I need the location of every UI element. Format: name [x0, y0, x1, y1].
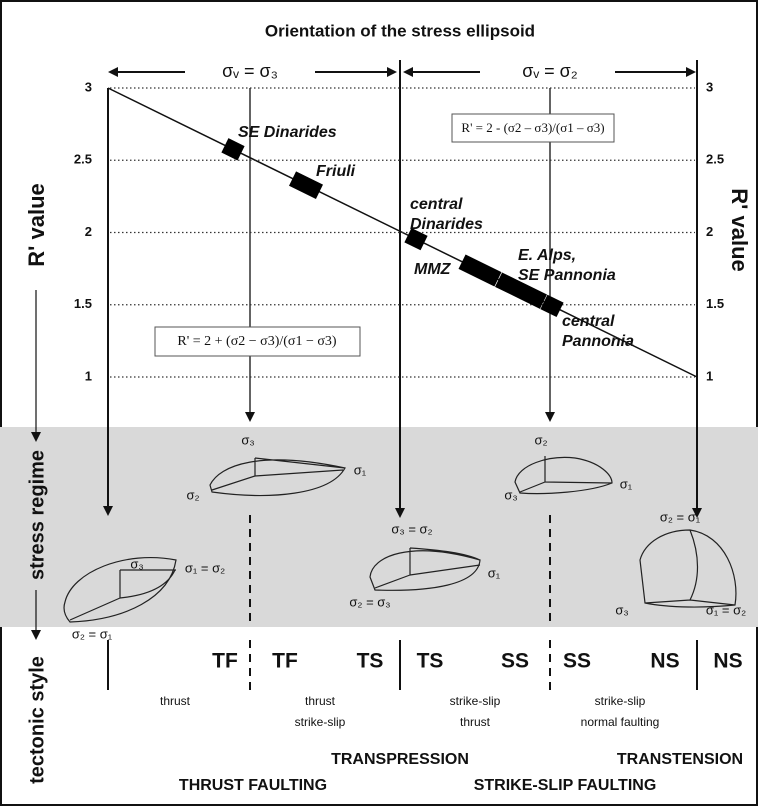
stress-label: σ₃ = σ₂	[391, 521, 432, 536]
stress-label: σ₁ = σ₂	[185, 560, 225, 575]
description: strike-slip	[295, 715, 346, 729]
tick-label: 2.5	[706, 152, 724, 167]
stress-label: σ₁ = σ₂	[706, 602, 746, 617]
tick-label: 2	[85, 224, 92, 239]
description: strike-slip	[595, 694, 646, 708]
region-label: Dinarides	[410, 216, 483, 233]
tectonic-style: TS	[357, 650, 384, 673]
tick-label: 1.5	[74, 296, 92, 311]
tick-label: 1	[85, 368, 92, 383]
stress-label: σ₂	[186, 487, 199, 502]
diagram: Orientation of the stress ellipsoid σᵥ =…	[0, 0, 758, 806]
region-label: SE Pannonia	[518, 267, 616, 284]
tectonic-style: TF	[212, 650, 238, 673]
description: strike-slip	[450, 694, 501, 708]
description: normal faulting	[581, 715, 660, 729]
stress-label: σ₃	[130, 556, 143, 571]
faulting: THRUST FAULTING	[179, 777, 327, 794]
region-label: MMZ	[414, 261, 452, 278]
stress-label: σ₂	[534, 432, 547, 447]
region-label: SE Dinarides	[238, 124, 337, 141]
stress-label: σ₁	[354, 462, 367, 477]
formula: R' = 2 + (σ2 − σ3)/(σ1 − σ3)	[177, 334, 337, 349]
region-label: Pannonia	[562, 333, 634, 350]
stress-label: σ₃	[504, 487, 517, 502]
tick-label: 2	[706, 224, 713, 239]
regime: TRANSTENSION	[617, 751, 743, 768]
region-bar	[221, 138, 244, 160]
stress-label: σ₃	[241, 432, 254, 447]
tick-label: 3	[706, 79, 713, 94]
stress-label: σ₂ = σ₁	[72, 626, 113, 641]
tick-label: 3	[85, 79, 92, 94]
tectonic-style: NS	[713, 650, 742, 673]
stress-label: σ₂ = σ₁	[660, 509, 701, 524]
stress-label: σ₃	[615, 602, 628, 617]
frame	[1, 1, 757, 805]
stress-label: σ₁	[488, 565, 501, 580]
tectonic-style: NS	[650, 650, 679, 673]
tick-label: 1	[706, 368, 713, 383]
stress-label: σ₁	[620, 476, 633, 491]
stress-label: σ₂ = σ₃	[349, 594, 390, 609]
region-label: central	[410, 196, 463, 213]
tectonic-style: SS	[563, 650, 591, 673]
tectonic-style: TF	[272, 650, 298, 673]
region-label: Friuli	[316, 163, 356, 180]
axis-label: R' value	[24, 183, 49, 267]
title: Orientation of the stress ellipsoid	[265, 21, 535, 40]
description: thrust	[160, 694, 191, 708]
description: thrust	[460, 715, 491, 729]
axis-label: R' value	[727, 188, 752, 272]
header: σᵥ = σ₂	[522, 61, 578, 81]
side-label: stress regime	[26, 450, 48, 580]
tectonic-style: TS	[417, 650, 444, 673]
side-label: tectonic style	[26, 656, 48, 784]
region-label: E. Alps,	[518, 247, 576, 264]
regime: TRANSPRESSION	[331, 751, 469, 768]
tick-label: 1.5	[706, 296, 724, 311]
region-label: central	[562, 313, 615, 330]
description: thrust	[305, 694, 336, 708]
formula: R' = 2 - (σ2 – σ3)/(σ1 – σ3)	[461, 120, 604, 135]
faulting: STRIKE-SLIP FAULTING	[474, 777, 657, 794]
formula-box: R' = 2 + (σ2 − σ3)/(σ1 − σ3)	[155, 327, 360, 356]
tectonic-style: SS	[501, 650, 529, 673]
header: σᵥ = σ₃	[222, 61, 278, 81]
tick-label: 2.5	[74, 152, 92, 167]
formula-box: R' = 2 - (σ2 – σ3)/(σ1 – σ3)	[452, 114, 614, 142]
region-bar	[459, 255, 502, 287]
